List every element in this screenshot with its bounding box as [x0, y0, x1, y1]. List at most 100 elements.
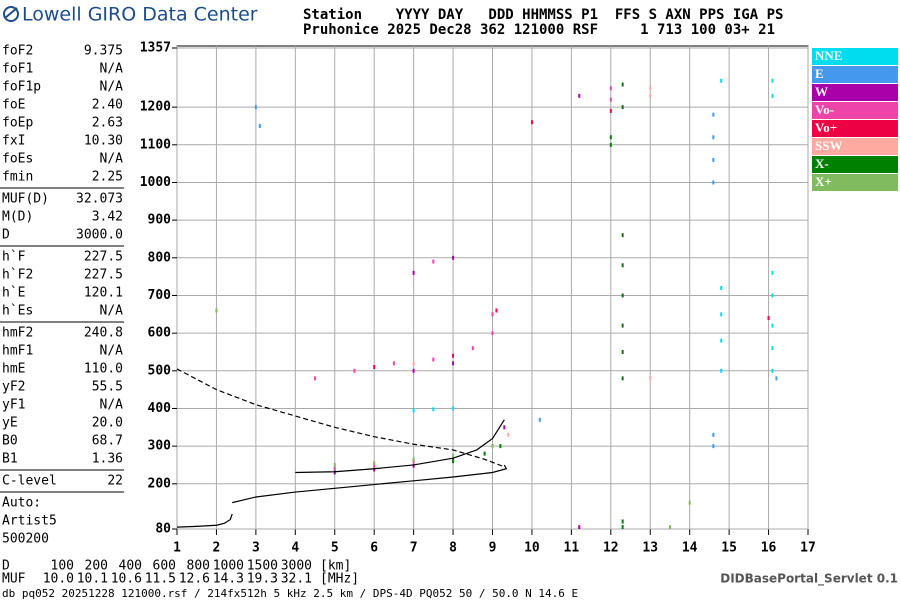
echo — [720, 312, 723, 317]
d-value: 200 — [85, 559, 108, 574]
echo — [373, 461, 376, 466]
echo — [609, 86, 612, 91]
y-tick-label: 1100 — [140, 137, 171, 152]
auto-text: Artist5 — [2, 514, 57, 529]
param-name: foEp — [2, 116, 33, 131]
param-name: foF1p — [2, 80, 41, 95]
echo — [720, 338, 723, 343]
muf-value: 11.5 — [145, 572, 176, 587]
echo — [412, 270, 415, 275]
param-value: 120.1 — [84, 286, 123, 301]
param-name: fmin — [2, 170, 33, 185]
y-tick-label: 200 — [148, 476, 172, 491]
echo — [491, 312, 494, 317]
echo — [452, 353, 455, 358]
auto-text: Auto: — [2, 496, 41, 511]
param-name: foE — [2, 98, 25, 113]
param-name: h`F2 — [2, 268, 33, 283]
x-tick-label: 9 — [489, 541, 497, 556]
echo — [452, 361, 455, 366]
auto-text: 500200 — [2, 532, 49, 547]
echo — [333, 470, 336, 475]
param-value: N/A — [100, 304, 124, 319]
param-value: 22 — [107, 474, 123, 489]
echo — [621, 349, 624, 354]
legend-label: NNE — [815, 48, 842, 63]
echo — [452, 459, 455, 464]
profile-line — [232, 464, 508, 504]
echo — [621, 82, 624, 87]
d-value: 800 — [187, 559, 210, 574]
param-value: 227.5 — [84, 268, 123, 283]
legend-label: SSW — [815, 138, 842, 153]
profile-line — [176, 513, 233, 528]
y-tick-label: 80 — [155, 522, 171, 537]
echo — [649, 86, 652, 91]
legend-swatch — [812, 138, 898, 155]
muf-unit: [MHz] — [320, 572, 359, 587]
echo — [215, 308, 218, 313]
echo — [392, 361, 395, 366]
legend-swatch — [812, 120, 898, 137]
echo — [258, 123, 261, 128]
param-name: hmE — [2, 362, 25, 377]
legend-swatch — [812, 84, 898, 101]
x-tick-label: 15 — [721, 541, 737, 556]
param-value: 1.36 — [92, 452, 123, 467]
param-name: MUF(D) — [2, 192, 49, 207]
echo — [373, 467, 376, 472]
param-value: N/A — [100, 80, 124, 95]
param-name: B0 — [2, 434, 18, 449]
echo — [333, 462, 336, 467]
param-value: 20.0 — [92, 416, 123, 431]
echo — [412, 408, 415, 413]
param-value: N/A — [100, 62, 124, 77]
echo — [609, 108, 612, 113]
legend-label: X+ — [815, 174, 832, 189]
param-name: foEs — [2, 152, 33, 167]
param-name: fxI — [2, 134, 25, 149]
echo — [452, 406, 455, 411]
y-tick-label: 700 — [148, 288, 172, 303]
param-value: 110.0 — [84, 362, 123, 377]
echo — [609, 142, 612, 147]
param-value: 227.5 — [84, 250, 123, 265]
y-tick-label: 300 — [148, 439, 172, 454]
muf-value: 19.3 — [247, 572, 278, 587]
param-name: h`Es — [2, 304, 33, 319]
x-tick-label: 6 — [370, 541, 378, 556]
logo-icon — [3, 6, 19, 22]
param-name: h`F — [2, 250, 26, 265]
x-tick-label: 7 — [410, 541, 418, 556]
x-tick-label: 11 — [564, 541, 580, 556]
param-name: foF1 — [2, 62, 33, 77]
echo — [412, 457, 415, 462]
param-name: C-level — [2, 474, 57, 489]
muf-value: 10.6 — [111, 572, 142, 587]
echo — [649, 93, 652, 98]
legend-label: E — [815, 66, 824, 81]
x-tick-label: 16 — [761, 541, 777, 556]
param-name: B1 — [2, 452, 18, 467]
echo — [771, 270, 774, 275]
x-tick-label: 4 — [291, 541, 299, 556]
echo — [720, 78, 723, 83]
echo — [538, 417, 541, 422]
header-line: Station YYYY DAY DDD HHMMSS P1 FFS S AXN… — [303, 7, 783, 23]
header-line: Pruhonice 2025 Dec28 362 121000 RSF 1 71… — [303, 22, 775, 38]
echo — [333, 466, 336, 471]
echo — [688, 500, 691, 505]
param-value: N/A — [100, 152, 124, 167]
legend-swatch — [812, 102, 898, 119]
legend-swatch — [812, 66, 898, 83]
param-value: N/A — [100, 344, 124, 359]
echo — [314, 376, 317, 381]
param-name: hmF1 — [2, 344, 33, 359]
echo — [621, 233, 624, 238]
profile-line — [295, 419, 505, 474]
param-value: N/A — [100, 398, 124, 413]
servlet: DIDBasePortal_Servlet 0.1 — [720, 572, 898, 587]
muf-label: MUF — [2, 572, 26, 587]
param-name: yF1 — [2, 398, 25, 413]
y-tick-label: 600 — [148, 326, 172, 341]
